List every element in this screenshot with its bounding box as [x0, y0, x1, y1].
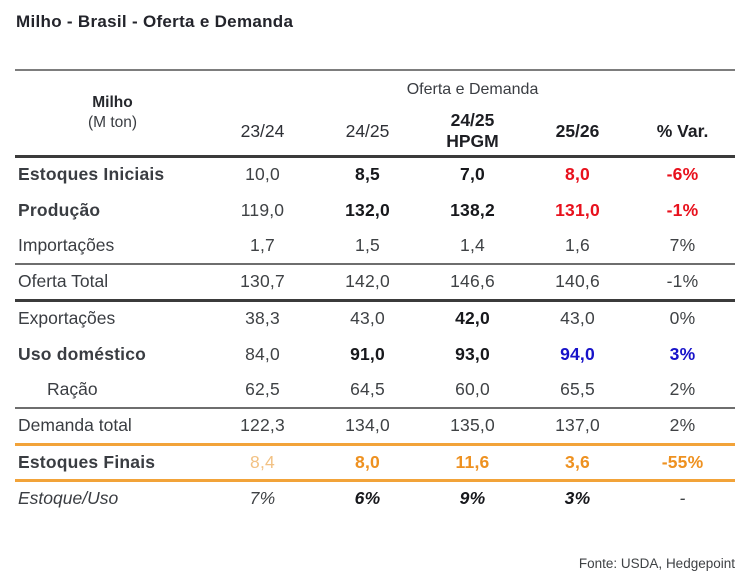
table-cell: -1%	[630, 264, 736, 302]
row-label: Estoque/Uso	[18, 488, 119, 509]
table-corner-title: Milho	[92, 93, 133, 111]
table-cell: 140,6	[525, 264, 630, 302]
table-cell: 7,0	[460, 164, 485, 185]
table-cell: 137,0	[525, 408, 630, 446]
table-cell: 1,4	[420, 228, 525, 265]
table-cell: 135,0	[420, 408, 525, 446]
column-header--var-: % Var.	[630, 108, 736, 158]
table-cell: 60,0	[420, 372, 525, 409]
column-header-24-25: 24/25	[315, 108, 420, 158]
table-cell: 10,0	[245, 164, 280, 185]
table-cell: 8,0	[315, 444, 420, 482]
table-cell: 146,6	[420, 264, 525, 302]
table-cell: 3,6	[525, 444, 630, 482]
table-row: Ração 62,5 64,5 60,0 65,5 2%	[15, 372, 736, 409]
row-label: Demanda total	[15, 408, 210, 446]
table-cell: 132,0	[345, 199, 390, 220]
table-cell: 42,0	[455, 308, 490, 329]
table-cell: 8,4	[210, 444, 315, 482]
supply-demand-table: Milho (M ton) Oferta e Demanda 23/24 24/2…	[15, 69, 736, 516]
row-label: Exportações	[18, 308, 116, 329]
table-cell: 3%	[669, 343, 696, 364]
column-header-24-25-hpgm: 24/25 HPGM	[420, 108, 525, 158]
page-title: Milho - Brasil - Oferta e Demanda	[16, 12, 294, 31]
table-cell: 65,5	[525, 372, 630, 409]
table-corner-subtitle: (M ton)	[87, 113, 138, 131]
source-note: Fonte: USDA, Hedgepoint	[578, 556, 735, 571]
table-row: Estoques Iniciais 10,0 8,5 7,0 8,0 -6%	[15, 156, 735, 192]
row-label: Estoques Iniciais	[18, 164, 165, 185]
table-group-header: Oferta e Demanda	[406, 80, 539, 98]
table-row: Produção 119,0 132,0 138,2 131,0 -1%	[15, 192, 735, 228]
table-cell: 43,0	[350, 308, 385, 329]
table-row: Oferta Total 130,7 142,0 146,6 140,6 -1%	[15, 264, 736, 302]
row-label: Estoques Finais	[15, 444, 210, 482]
table-row: Estoque/Uso 7% 6% 9% 3% -	[15, 480, 735, 516]
column-header-23-24: 23/24	[210, 108, 315, 158]
table-cell: 134,0	[315, 408, 420, 446]
row-label: Oferta Total	[15, 264, 210, 302]
table-cell: -55%	[630, 444, 736, 482]
table-cell: 94,0	[560, 343, 595, 364]
table-cell: 1,6	[525, 228, 630, 265]
table-cell: 8,5	[355, 164, 380, 185]
table-cell: -6%	[666, 164, 699, 185]
table-cell: 142,0	[315, 264, 420, 302]
table-row: Uso doméstico 84,0 91,0 93,0 94,0 3%	[15, 336, 735, 372]
table-cell: -1%	[666, 199, 699, 220]
table-cell: 2%	[630, 372, 736, 409]
table-column-header-row: 23/24 24/25 24/25 HPGM 25/26% Var.	[15, 108, 736, 158]
table-cell: 62,5	[210, 372, 315, 409]
row-label: Importações	[15, 228, 210, 265]
table-cell: 2%	[630, 408, 736, 446]
column-header-25-26: 25/26	[525, 108, 630, 158]
table-cell: 64,5	[315, 372, 420, 409]
table-cell: 8,0	[565, 164, 590, 185]
table-cell: 7%	[249, 488, 276, 509]
table-spanner-row: Milho (M ton) Oferta e Demanda	[15, 70, 735, 158]
table-cell: 84,0	[245, 343, 280, 364]
table-row: Exportações 38,3 43,0 42,0 43,0 0%	[15, 300, 735, 336]
table-cell: 9%	[459, 488, 486, 509]
table-body: Estoques Iniciais 10,0 8,5 7,0 8,0 -6% Produçã…	[15, 156, 736, 516]
table-header: Milho (M ton) Oferta e Demanda 23/24 24/2…	[15, 70, 736, 158]
table-cell: 11,6	[420, 444, 525, 482]
row-label: Ração	[15, 372, 210, 409]
table-row: Demanda total 122,3 134,0 135,0 137,0 2%	[15, 408, 736, 446]
table-cell: 0%	[669, 308, 696, 329]
table-cell: 131,0	[555, 199, 600, 220]
table-cell: -	[679, 488, 686, 509]
table-cell: 122,3	[210, 408, 315, 446]
table-row: Estoques Finais 8,4 8,0 11,6 3,6 -55%	[15, 444, 736, 482]
table-cell: 91,0	[350, 343, 385, 364]
table-cell: 130,7	[210, 264, 315, 302]
row-label: Produção	[18, 199, 101, 220]
table-cell: 138,2	[450, 199, 495, 220]
table-cell: 43,0	[560, 308, 595, 329]
table-cell: 93,0	[455, 343, 490, 364]
table-cell: 38,3	[245, 308, 280, 329]
table-cell: 3%	[564, 488, 591, 509]
table-row: Importações 1,7 1,5 1,4 1,6 7%	[15, 228, 736, 265]
table-corner-cell: Milho (M ton)	[15, 70, 210, 158]
table-cell: 6%	[354, 488, 381, 509]
table-cell: 119,0	[240, 199, 285, 220]
table-cell: 1,5	[315, 228, 420, 265]
table-cell: 1,7	[210, 228, 315, 265]
table-cell: 7%	[630, 228, 736, 265]
row-label: Uso doméstico	[18, 343, 147, 364]
